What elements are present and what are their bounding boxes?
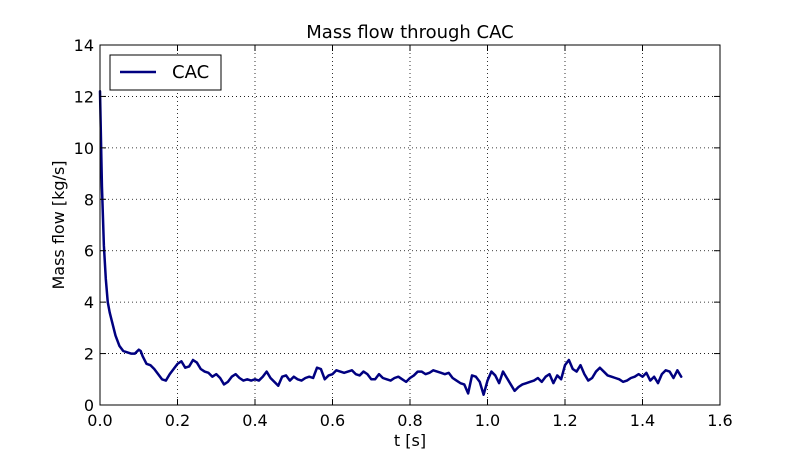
x-tick-label: 0.0 [87, 411, 112, 430]
x-tick-label: 1.0 [475, 411, 500, 430]
y-tick-label: 10 [74, 139, 94, 158]
x-tick-label: 0.4 [242, 411, 267, 430]
x-tick-label: 1.2 [552, 411, 577, 430]
chart-title: Mass flow through CAC [306, 22, 513, 43]
x-tick-label: 1.6 [707, 411, 732, 430]
y-tick-label: 8 [84, 190, 94, 209]
grid [99, 44, 721, 406]
x-tick-label: 0.6 [320, 411, 345, 430]
x-tick-label: 1.4 [630, 411, 655, 430]
series-line-cac [98, 90, 683, 396]
y-tick-label: 2 [84, 345, 94, 364]
x-tick-label: 0.2 [165, 411, 190, 430]
y-tick-label: 6 [84, 242, 94, 261]
x-tick-label: 0.8 [397, 411, 422, 430]
y-tick-label: 12 [74, 87, 94, 106]
y-tick-label: 4 [84, 293, 94, 312]
y-tick-label: 0 [84, 396, 94, 415]
axis-ticks: 0.0 0.2 0.4 0.6 0.8 1.0 1.2 1.4 1.6 0 2 4 6 8 10 12 14 [74, 36, 733, 430]
y-tick-label: 14 [74, 36, 94, 55]
plot-area [98, 90, 683, 396]
x-axis-label: t [s] [394, 431, 426, 450]
y-axis-label: Mass flow [kg/s] [49, 160, 68, 289]
legend: CAC [109, 54, 222, 91]
legend-label: CAC [172, 62, 209, 83]
